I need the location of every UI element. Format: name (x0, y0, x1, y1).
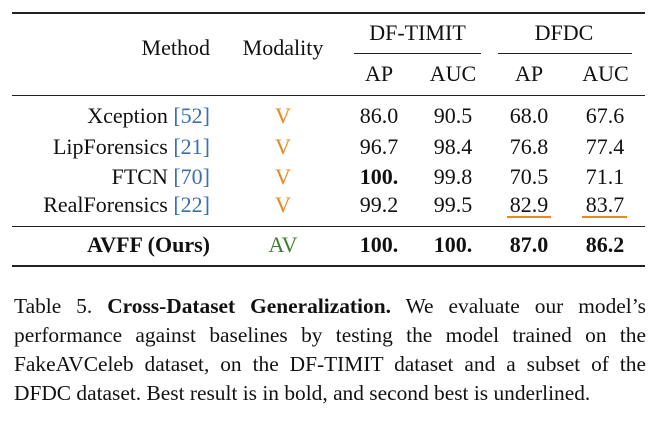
modality-cell: AV (268, 232, 298, 257)
value-cell: 96.7 (359, 134, 399, 159)
modality-cell: V (275, 134, 291, 159)
header-ap-1: AP (364, 61, 394, 86)
second-best-underline (507, 216, 551, 218)
citation-link[interactable]: 22 (180, 192, 203, 217)
value-cell-best: 86.2 (585, 232, 625, 257)
value-cell: 76.8 (509, 134, 549, 159)
header-method: Method (141, 35, 210, 60)
header-df-timit: DF-TIMIT (369, 20, 466, 45)
value-cell-best: 87.0 (509, 232, 549, 257)
value-cell-best: 100. (359, 232, 399, 257)
citation-link[interactable]: 70 (180, 164, 203, 189)
header-dfdc: DFDC (534, 20, 594, 45)
modality-cell: V (275, 164, 291, 189)
value-cell-best: 100. (359, 164, 399, 189)
table-caption: Table 5. Cross-Dataset Generalization. W… (14, 292, 646, 408)
value-cell: 71.1 (585, 164, 625, 189)
header-modality: Modality (242, 35, 324, 60)
value-cell: 90.5 (433, 103, 473, 128)
second-best-underline (582, 216, 627, 218)
value-cell: 99.8 (433, 164, 473, 189)
modality-cell: V (275, 192, 291, 217)
method-name: Xception (87, 103, 168, 128)
table-row-method: FTCN [70] (111, 164, 210, 189)
method-name: FTCN (111, 164, 168, 189)
value-cell: 70.5 (509, 164, 549, 189)
value-cell-second-best: 83.7 (585, 192, 625, 217)
ours-method: AVFF (Ours) (87, 232, 210, 257)
header-ap-2: AP (514, 61, 544, 86)
citation-link[interactable]: 52 (180, 103, 203, 128)
value-cell: 99.2 (359, 192, 399, 217)
method-name: RealForensics (43, 192, 168, 217)
value-cell-second-best: 82.9 (509, 192, 549, 217)
caption-body: We evaluate our model’s performance agai… (14, 294, 646, 405)
table-row-method: Xception [52] (87, 103, 210, 128)
method-name: LipForensics (52, 134, 168, 159)
value-cell: 67.6 (585, 103, 625, 128)
bottom-rule (12, 265, 645, 267)
citation-link[interactable]: 21 (180, 134, 203, 159)
value-cell: 86.0 (359, 103, 399, 128)
value-cell: 98.4 (433, 134, 473, 159)
modality-cell: V (275, 103, 291, 128)
table-row-method: LipForensics [21] (52, 134, 210, 159)
header-auc-1: AUC (429, 61, 477, 86)
df-timit-group-rule (354, 53, 481, 54)
caption-title: Cross-Dataset Generalization. (107, 294, 391, 318)
value-cell: 68.0 (509, 103, 549, 128)
value-cell-best: 100. (433, 232, 473, 257)
dfdc-group-rule (498, 53, 632, 54)
table-row-method: RealForensics [22] (43, 192, 210, 217)
header-rule (12, 95, 645, 96)
top-rule (12, 12, 645, 14)
header-auc-2: AUC (582, 61, 629, 86)
value-cell: 99.5 (433, 192, 473, 217)
ours-rule (12, 226, 645, 227)
caption-label: Table 5. (14, 294, 93, 318)
value-cell: 77.4 (585, 134, 625, 159)
